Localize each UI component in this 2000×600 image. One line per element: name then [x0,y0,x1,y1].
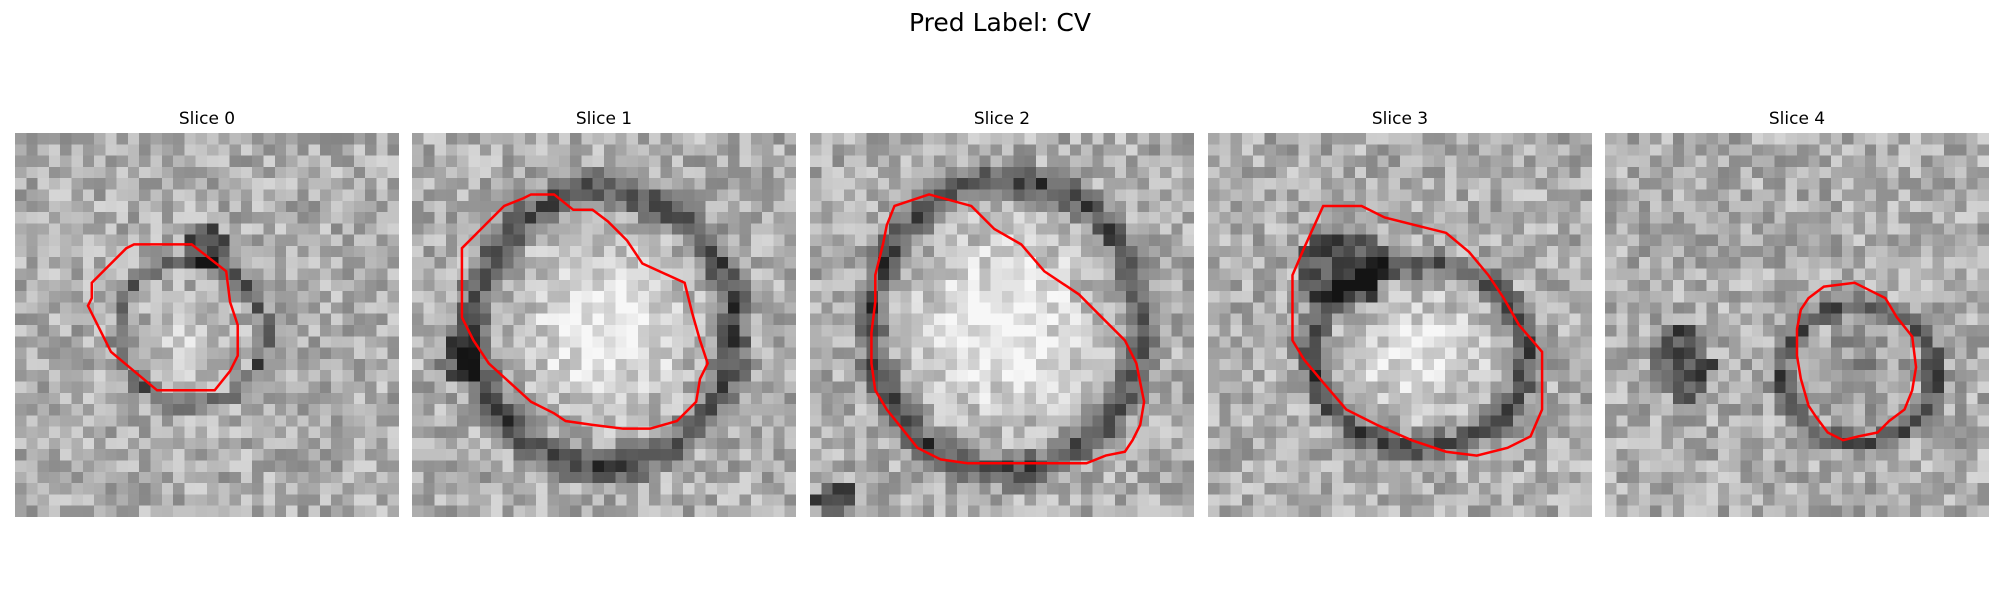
slice-title: Slice 3 [1371,109,1429,129]
slice-panel: Slice 3 [1208,108,1592,517]
slice-title: Slice 4 [1768,109,1826,129]
segmentation-contour [1291,204,1544,457]
slice-title: Slice 0 [178,109,236,129]
slice-panel: Slice 1 [412,108,796,517]
slice-image [412,133,796,517]
contour-overlay [1291,204,1544,457]
contour-overlay [460,193,710,430]
slice-title: Slice 2 [973,109,1031,129]
slice-panel: Slice 0 [15,108,399,517]
slice-image [15,133,399,517]
segmentation-contour [460,193,710,430]
contour-overlay [1795,281,1918,442]
slice-title: Slice 1 [575,109,633,129]
contour-overlay [870,193,1146,465]
segmentation-contour [870,193,1146,465]
slice-image [810,133,1194,517]
slice-panel: Slice 2 [810,108,1194,517]
contour-overlay [86,243,239,392]
figure-title: Pred Label: CV [909,8,1091,37]
segmentation-contour [1795,281,1918,442]
slice-panel: Slice 4 [1605,108,1989,517]
segmentation-contour [86,243,239,392]
slice-image [1208,133,1592,517]
